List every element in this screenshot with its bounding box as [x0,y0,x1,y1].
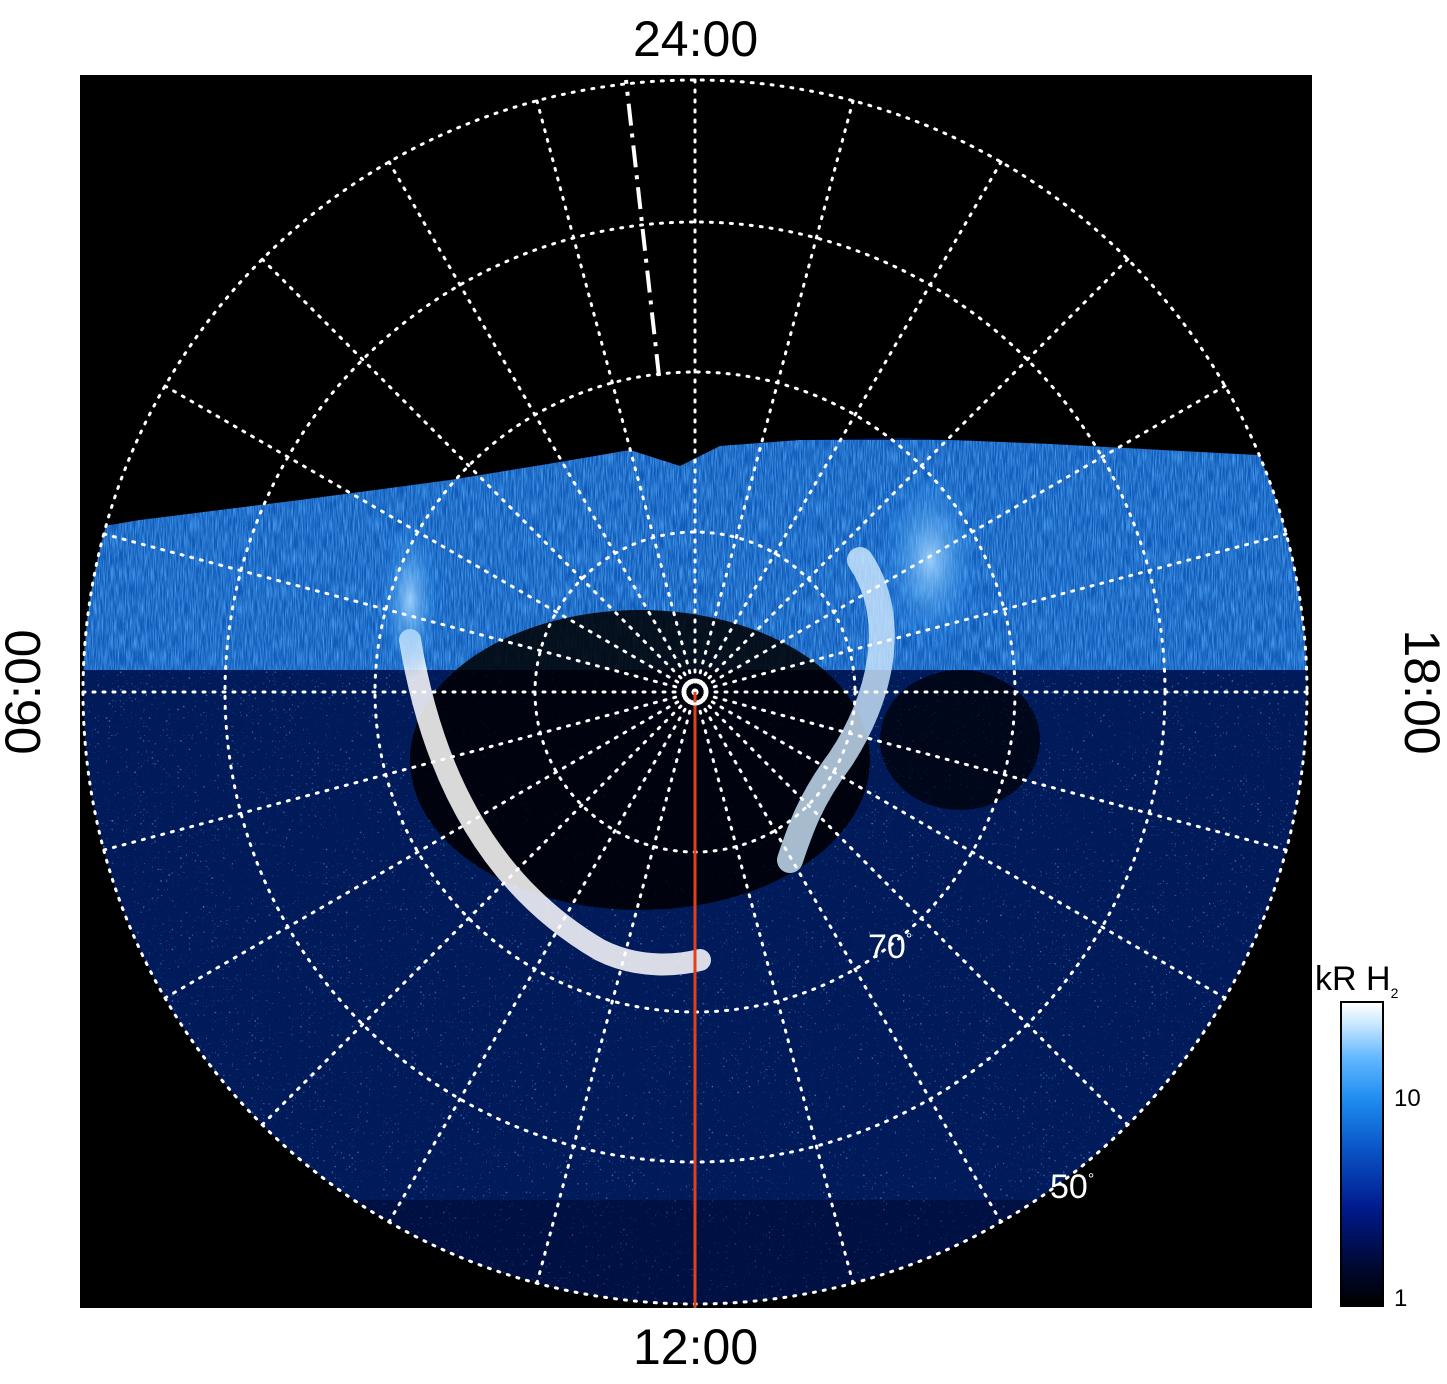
colorbar-unit: kR H [1315,960,1391,998]
colorbar [1340,1001,1384,1307]
degree-symbol: ° [1087,1171,1095,1188]
colorbar-tick-10: 10 [1394,1085,1421,1112]
degree-symbol: ° [905,931,913,948]
latitude-value-outer: 50 [1050,1168,1088,1206]
pole-marker [681,678,709,706]
local-time-label-noon: 12:00 [633,1319,759,1375]
local-time-label-midnight: 24:00 [633,11,759,67]
latitude-label-outer: 50° [1050,1170,1094,1204]
colorbar-tick-1: 1 [1394,1285,1408,1312]
local-time-label-dawn: 06:00 [0,629,51,755]
latitude-value-inner: 70 [868,928,906,966]
midnight-reference-line [624,79,661,377]
latitude-label-inner: 70° [868,930,912,964]
colorbar-title: kR H2 [1315,960,1398,1001]
colorbar-unit-subscript: 2 [1390,984,1399,1001]
local-time-label-dusk: 18:00 [1394,629,1447,755]
longitude-grid [81,78,1309,1285]
